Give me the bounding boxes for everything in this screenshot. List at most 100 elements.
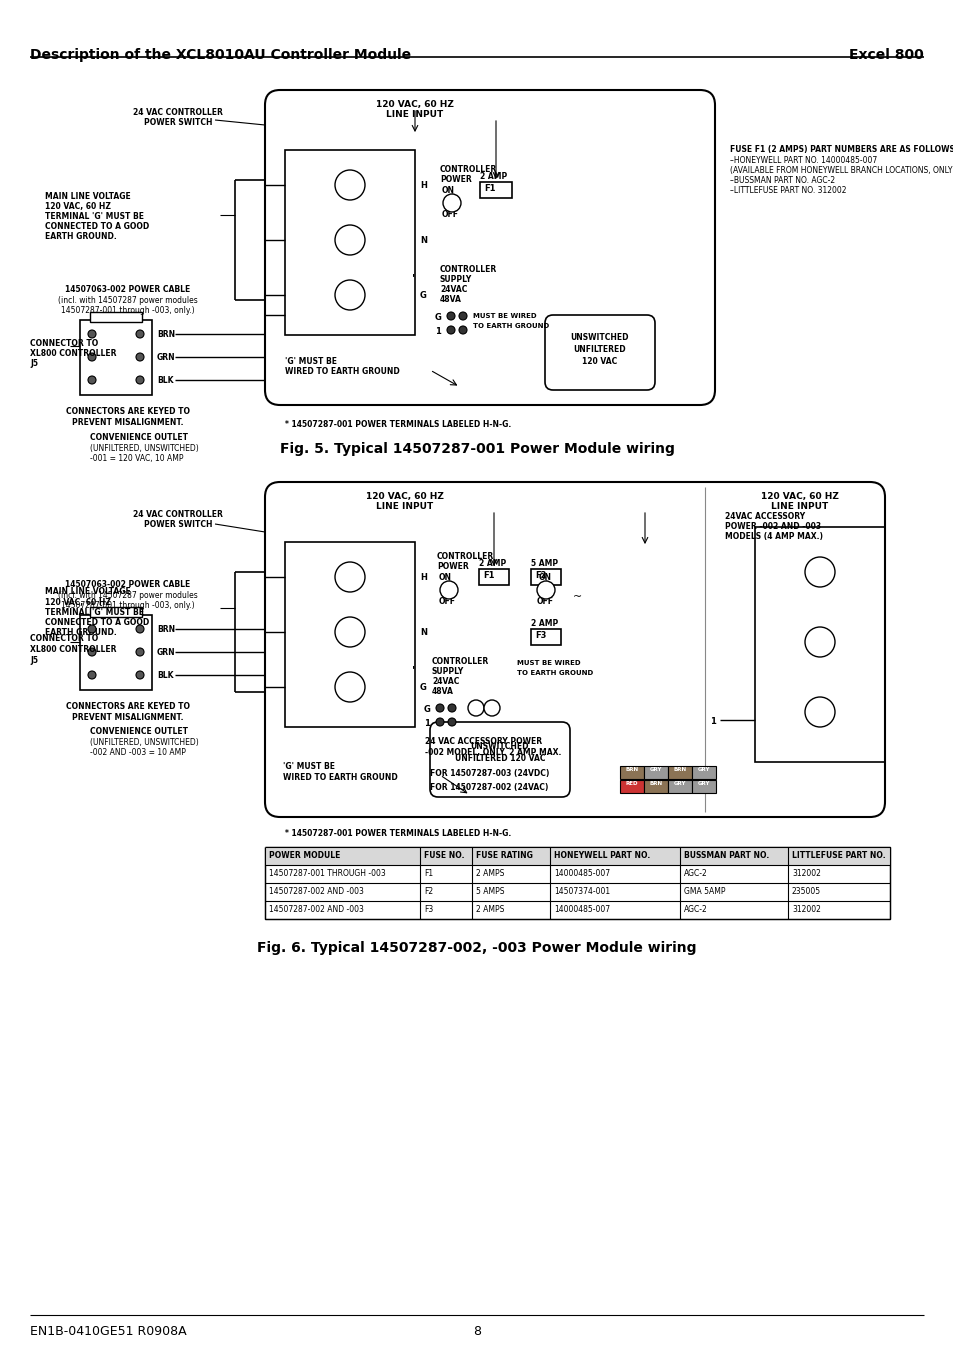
Text: HONEYWELL PART NO.: HONEYWELL PART NO. [554, 851, 650, 861]
Text: BRN: BRN [157, 330, 175, 339]
Circle shape [335, 170, 365, 200]
Text: OFF: OFF [438, 597, 456, 607]
Text: PREVENT MISALIGNMENT.: PREVENT MISALIGNMENT. [72, 417, 184, 427]
Text: OFF: OFF [441, 209, 458, 219]
Text: 235005: 235005 [791, 888, 821, 896]
Circle shape [88, 626, 96, 634]
Text: 1: 1 [709, 717, 715, 725]
Text: 14507287-002 AND -003: 14507287-002 AND -003 [269, 888, 363, 896]
Text: 'G' MUST BE: 'G' MUST BE [283, 762, 335, 771]
Circle shape [88, 353, 96, 361]
Circle shape [468, 700, 483, 716]
Text: LINE INPUT: LINE INPUT [386, 109, 443, 119]
Text: EN1B-0410GE51 R0908A: EN1B-0410GE51 R0908A [30, 1325, 187, 1337]
Text: UNSWITCHED: UNSWITCHED [470, 742, 529, 751]
Circle shape [447, 326, 455, 334]
Text: BRN: BRN [673, 767, 686, 771]
Circle shape [436, 717, 443, 725]
Text: 2 AMPS: 2 AMPS [476, 869, 504, 878]
Text: AGC-2: AGC-2 [683, 869, 707, 878]
Bar [285, 150, 415, 335]
Text: –HONEYWELL PART NO. 14000485-007: –HONEYWELL PART NO. 14000485-007 [729, 155, 877, 165]
Text: (incl. with 14507287 power modules: (incl. with 14507287 power modules [58, 296, 197, 305]
Text: 48VA: 48VA [432, 688, 454, 696]
Text: BRN: BRN [157, 626, 175, 634]
Text: UNFILTERED 120 VAC: UNFILTERED 120 VAC [455, 754, 545, 763]
Text: Excel 800: Excel 800 [848, 49, 923, 62]
Text: CONVENIENCE OUTLET: CONVENIENCE OUTLET [90, 727, 188, 736]
Text: CONNECTORS ARE KEYED TO: CONNECTORS ARE KEYED TO [66, 703, 190, 711]
Text: (incl. with 14507287 power modules: (incl. with 14507287 power modules [58, 590, 197, 600]
Text: 2 AMP: 2 AMP [478, 559, 506, 567]
Text: 14507287-001 through -003, only.): 14507287-001 through -003, only.) [61, 601, 194, 611]
Text: * 14507287-001 POWER TERMINALS LABELED H-N-G.: * 14507287-001 POWER TERMINALS LABELED H… [285, 420, 511, 430]
Bar [265, 847, 889, 919]
Text: GRY: GRY [649, 767, 661, 771]
Text: BLK: BLK [157, 671, 173, 680]
Circle shape [88, 376, 96, 384]
Text: J5: J5 [30, 359, 38, 367]
Circle shape [436, 704, 443, 712]
Text: 14507063-002 POWER CABLE: 14507063-002 POWER CABLE [66, 285, 191, 295]
Text: MAIN LINE VOLTAGE: MAIN LINE VOLTAGE [45, 192, 131, 201]
Text: MODELS (4 AMP MAX.): MODELS (4 AMP MAX.) [724, 532, 822, 540]
Text: CONNECTORS ARE KEYED TO: CONNECTORS ARE KEYED TO [66, 407, 190, 416]
Text: LINE INPUT: LINE INPUT [771, 503, 828, 511]
Text: LINE INPUT: LINE INPUT [376, 503, 434, 511]
Text: 14507287-001 THROUGH -003: 14507287-001 THROUGH -003 [269, 869, 385, 878]
Text: 24VAC ACCESSORY: 24VAC ACCESSORY [724, 512, 804, 521]
Text: 14507287-002 AND -003: 14507287-002 AND -003 [269, 905, 363, 915]
Text: SUPPLY: SUPPLY [439, 276, 472, 284]
Bar [643, 766, 667, 780]
Circle shape [448, 704, 456, 712]
Text: F2: F2 [423, 888, 433, 896]
Text: –BUSSMAN PART NO. AGC-2: –BUSSMAN PART NO. AGC-2 [729, 176, 834, 185]
Text: 312002: 312002 [791, 905, 820, 915]
Text: ': ' [412, 665, 415, 676]
Text: RED: RED [625, 781, 638, 786]
Text: F3: F3 [535, 631, 546, 640]
Text: 120 VAC, 60 HZ: 120 VAC, 60 HZ [366, 492, 443, 501]
Circle shape [136, 376, 144, 384]
Circle shape [88, 671, 96, 680]
Text: 120 VAC, 60 HZ: 120 VAC, 60 HZ [375, 100, 454, 109]
Circle shape [335, 671, 365, 703]
Bar [80, 615, 152, 690]
Text: * 14507287-001 POWER TERMINALS LABELED H-N-G.: * 14507287-001 POWER TERMINALS LABELED H… [285, 830, 511, 838]
Text: POWER: POWER [439, 176, 471, 184]
Circle shape [335, 280, 365, 309]
Circle shape [447, 312, 455, 320]
Text: 24 VAC CONTROLLER: 24 VAC CONTROLLER [132, 108, 223, 118]
Text: 'G' MUST BE: 'G' MUST BE [285, 357, 336, 366]
Circle shape [136, 626, 144, 634]
Circle shape [448, 717, 456, 725]
Text: 1: 1 [435, 327, 440, 336]
Text: G: G [423, 705, 431, 713]
Text: Fig. 6. Typical 14507287-002, -003 Power Module wiring: Fig. 6. Typical 14507287-002, -003 Power… [257, 942, 696, 955]
Text: TERMINAL 'G' MUST BE: TERMINAL 'G' MUST BE [45, 608, 144, 617]
Circle shape [335, 562, 365, 592]
Bar [265, 847, 889, 865]
Circle shape [439, 581, 457, 598]
Text: H: H [419, 573, 426, 582]
Text: UNFILTERED: UNFILTERED [573, 345, 626, 354]
Text: BUSSMAN PART NO.: BUSSMAN PART NO. [683, 851, 768, 861]
Text: POWER SWITCH: POWER SWITCH [144, 520, 212, 530]
Circle shape [442, 195, 460, 212]
Text: GRY: GRY [697, 781, 709, 786]
Text: CONTROLLER: CONTROLLER [436, 553, 494, 561]
Text: (UNFILTERED, UNSWITCHED): (UNFILTERED, UNSWITCHED) [90, 738, 198, 747]
Text: POWER: POWER [436, 562, 468, 571]
Text: F1: F1 [423, 869, 433, 878]
Circle shape [88, 648, 96, 657]
Text: -001 = 120 VAC, 10 AMP: -001 = 120 VAC, 10 AMP [90, 454, 183, 463]
Text: BRN: BRN [649, 781, 662, 786]
Text: EARTH GROUND.: EARTH GROUND. [45, 232, 116, 240]
Text: 5 AMP: 5 AMP [531, 559, 558, 567]
Text: 120 VAC, 60 HZ: 120 VAC, 60 HZ [45, 203, 111, 211]
Text: GMA 5AMP: GMA 5AMP [683, 888, 724, 896]
Text: G: G [435, 313, 441, 322]
Circle shape [804, 557, 834, 586]
Text: MUST BE WIRED: MUST BE WIRED [473, 313, 536, 319]
Circle shape [458, 326, 467, 334]
